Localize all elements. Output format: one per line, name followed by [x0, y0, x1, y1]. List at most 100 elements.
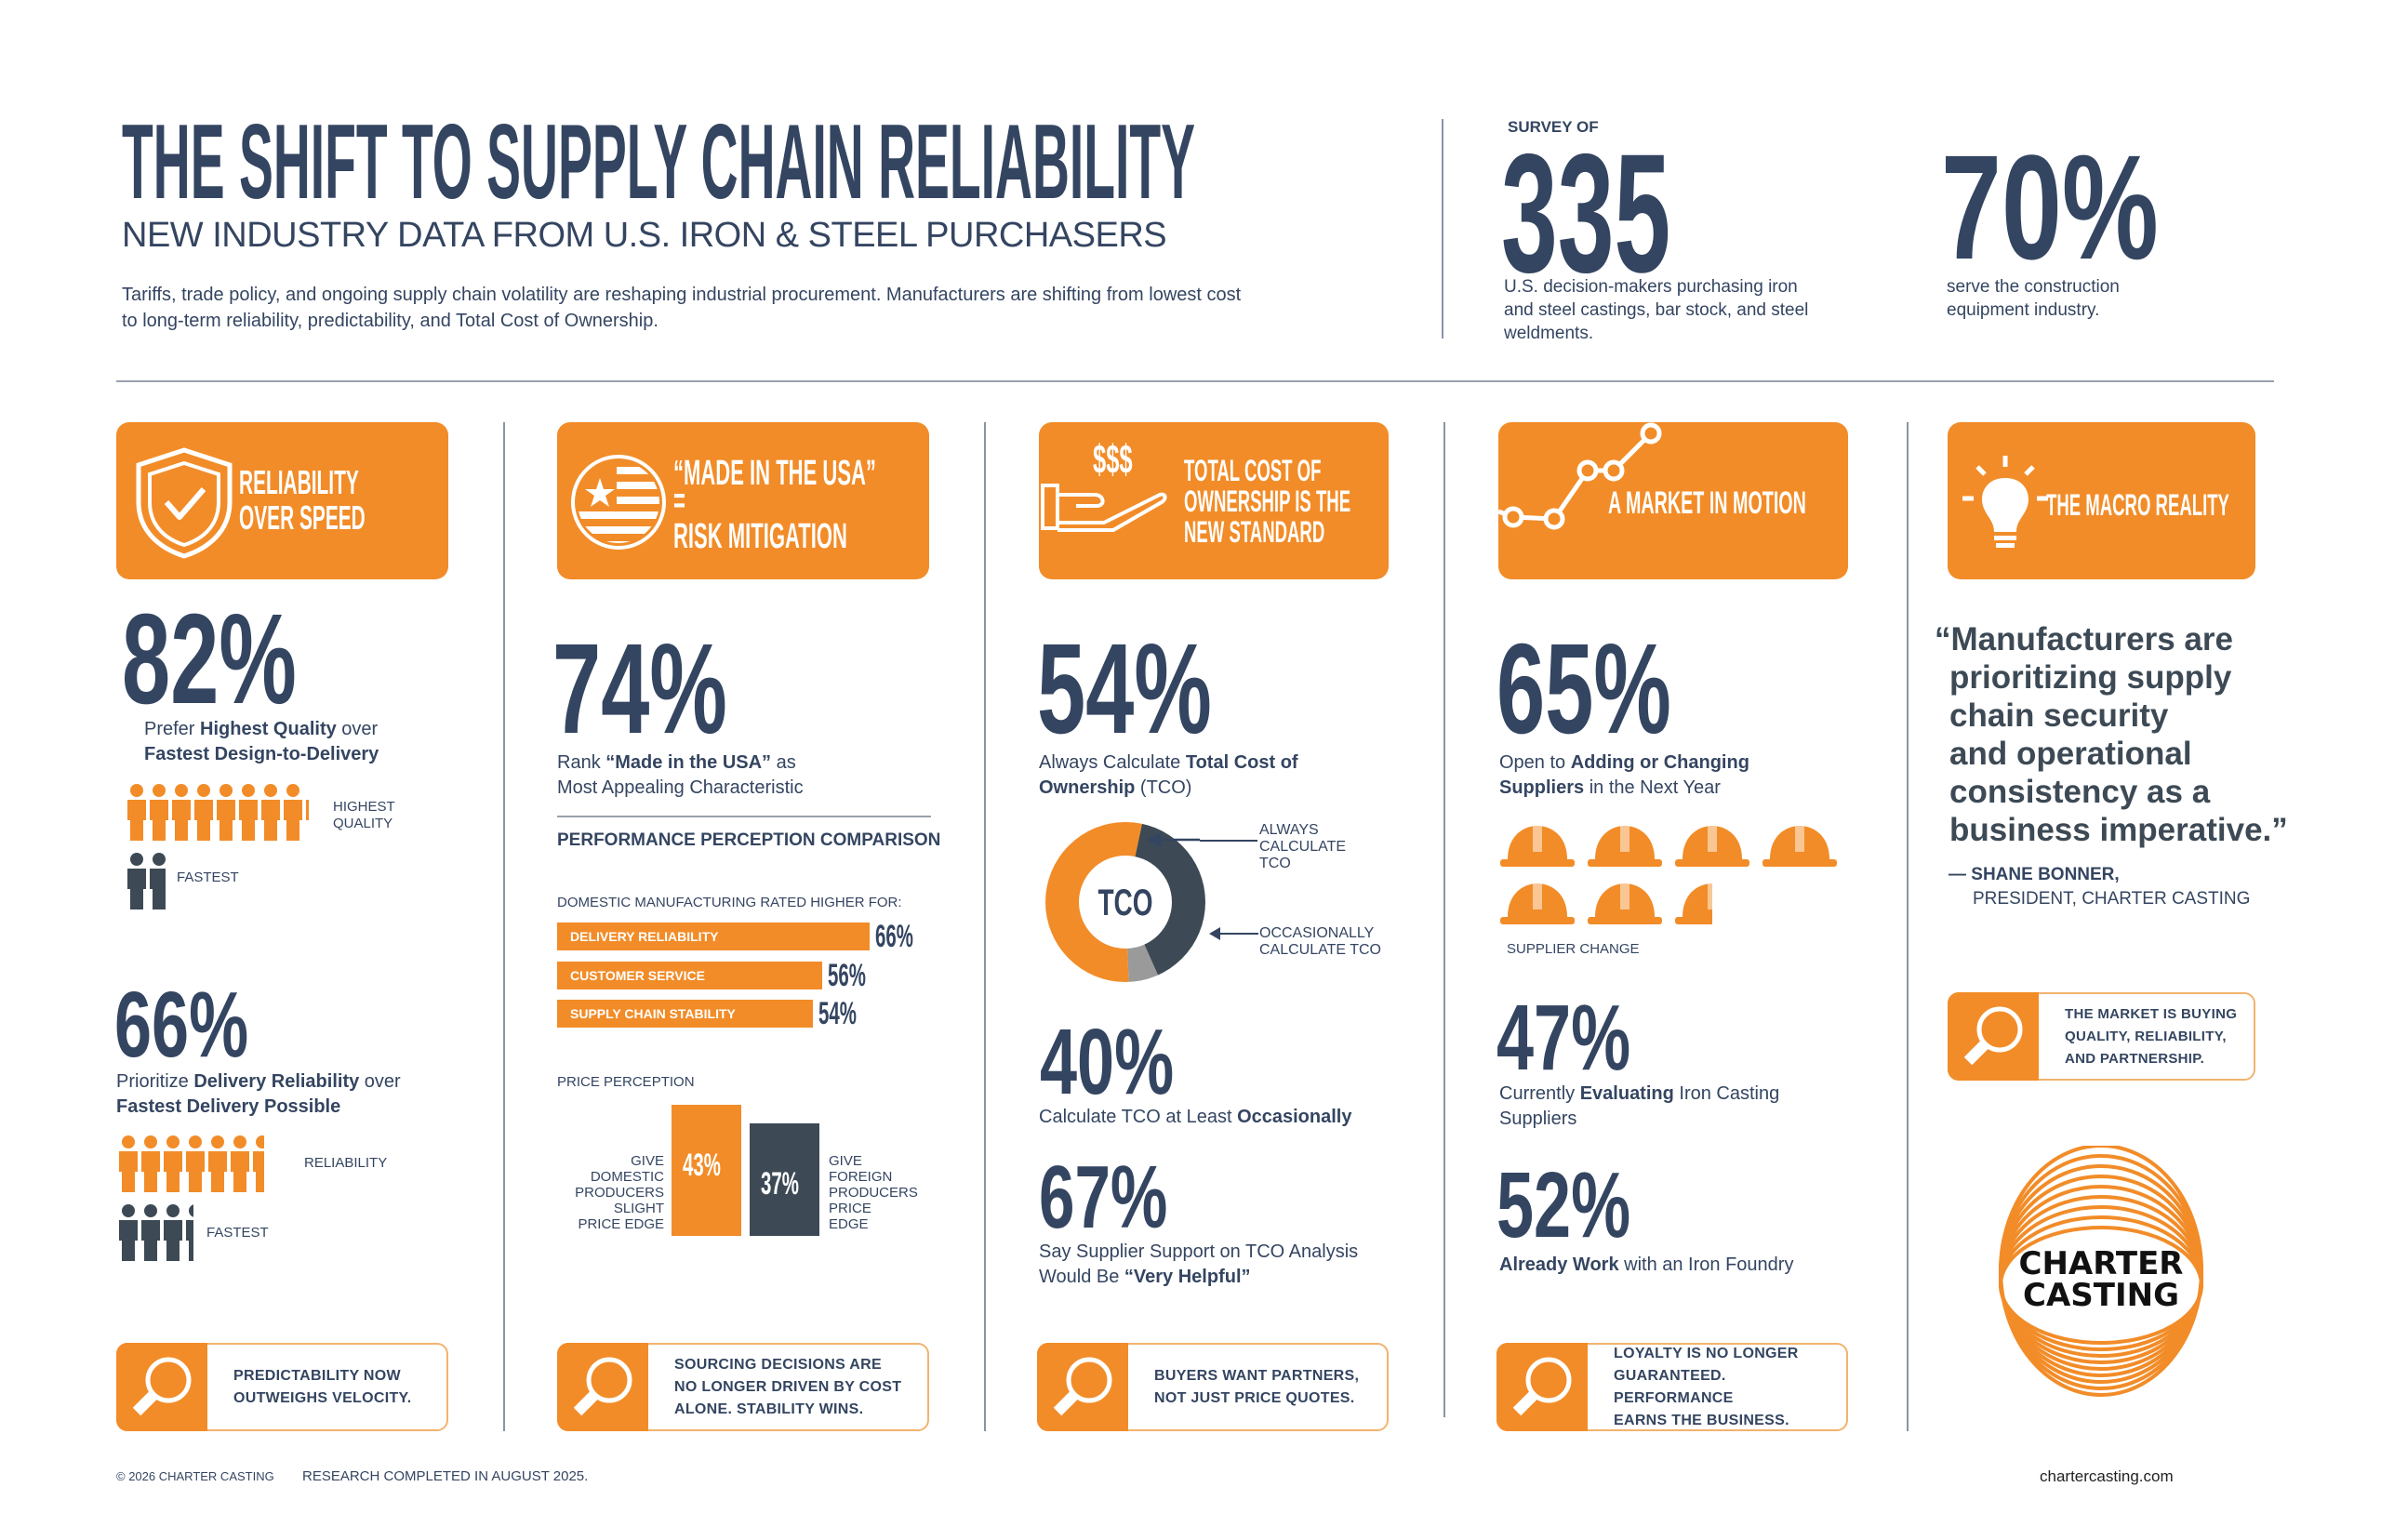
leader-line: [1214, 933, 1258, 935]
bar: DELIVERY RELIABILITY: [557, 923, 870, 950]
stat-67: 67%: [1039, 1148, 1168, 1247]
t: Evaluating: [1579, 1083, 1674, 1104]
header-title: THE MACRO REALITY: [2046, 488, 2229, 522]
helmet-icon: [1762, 822, 1837, 869]
arrow-icon: [1146, 831, 1200, 848]
stat-40: 40%: [1040, 1010, 1175, 1114]
person-icon: [150, 784, 168, 841]
person-icon: [164, 1204, 182, 1261]
t: Prefer: [144, 719, 201, 739]
t: Already Work: [1499, 1255, 1619, 1275]
intro-text: Tariffs, trade policy, and ongoing suppl…: [122, 282, 1241, 334]
author-name: — SHANE BONNER,: [1949, 865, 2120, 884]
t: GUARANTEED. PERFORMANCE: [1614, 1367, 1734, 1406]
stat-47-desc: Currently Evaluating Iron Casting Suppli…: [1499, 1082, 1779, 1132]
bar: 43%: [672, 1104, 741, 1236]
page-title: THE SHIFT TO SUPPLY CHAIN RELIABILITY: [122, 103, 1196, 221]
helmet-icon: [1675, 822, 1749, 869]
t: Suppliers: [1499, 777, 1585, 798]
header-title: A MARKET IN MOTION: [1608, 485, 1806, 521]
heading-line: RELIABILITY: [239, 463, 359, 501]
t: (TCO): [1135, 777, 1192, 798]
desc-line: weldments.: [1504, 324, 1594, 343]
heading-line: NEW STANDARD: [1184, 515, 1325, 549]
t: Prioritize: [116, 1071, 194, 1092]
t: LOYALTY IS NO LONGER: [1614, 1345, 1799, 1361]
logo-text: CHARTER: [2019, 1245, 2184, 1282]
divider: [1442, 119, 1443, 339]
column-divider: [1907, 422, 1909, 1431]
person-icon: [261, 784, 280, 841]
magnifier-icon: [557, 1343, 648, 1431]
desc-line: U.S. decision-makers purchasing iron: [1504, 277, 1798, 297]
t: Calculate TCO at Least: [1039, 1107, 1238, 1127]
desc-line: and steel castings, bar stock, and steel: [1504, 300, 1809, 320]
person-icon: [149, 853, 166, 909]
helmet-icon: [1588, 822, 1662, 869]
price-label: PRICE PERCEPTION: [557, 1074, 695, 1090]
header-title: “MADE IN THE USA” = RISK MITIGATION: [673, 454, 876, 554]
survey-count: 335: [1501, 118, 1671, 308]
logo-text: CASTING: [2023, 1277, 2179, 1314]
t: THE MARKET IS BUYING: [2065, 1005, 2238, 1022]
construction-stat: 70%: [1941, 124, 2159, 290]
website-link[interactable]: chartercasting.com: [2040, 1467, 2174, 1485]
bar: SUPPLY CHAIN STABILITY: [557, 1000, 813, 1028]
shield-check-icon: [136, 447, 233, 559]
arrow-icon: [1209, 927, 1220, 940]
callout-text: PREDICTABILITY NOW OUTWEIGHS VELOCITY.: [233, 1365, 412, 1410]
quote: “Manufacturers are prioritizing supply c…: [1935, 620, 2288, 849]
quote-line: “Manufacturers are: [1935, 621, 2233, 657]
stat-82-desc: Prefer Highest Quality over Fastest Desi…: [144, 717, 379, 767]
person-icon: [194, 784, 213, 841]
quality-people-icons: [126, 783, 310, 841]
t: Say Supplier Support on TCO Analysis: [1039, 1241, 1359, 1262]
divider: [557, 816, 931, 817]
person-icon: [127, 853, 146, 909]
t: Ownership: [1039, 777, 1136, 798]
t: Would Be: [1039, 1267, 1124, 1287]
insight-callout: BUYERS WANT PARTNERS, NOT JUST PRICE QUOT…: [1037, 1343, 1389, 1431]
people-label: FASTEST: [177, 870, 239, 885]
stat-66: 66%: [114, 973, 249, 1077]
t: CALCULATE: [1259, 839, 1347, 855]
quote-line: business imperative.”: [1949, 812, 2288, 848]
t: Fastest Delivery Possible: [116, 1096, 341, 1117]
author-title: PRESIDENT, CHARTER CASTING: [1973, 889, 2251, 909]
stat-74: 74%: [552, 617, 727, 761]
bar-label: GIVE DOMESTIC PRODUCERS SLIGHT PRICE EDGE: [575, 1153, 664, 1232]
t: SOURCING DECISIONS ARE: [674, 1356, 882, 1373]
gear-slice: [1125, 822, 1205, 982]
person-icon: [208, 1135, 227, 1192]
bar: 37%: [750, 1122, 819, 1236]
heading-line: “MADE IN THE USA”: [673, 454, 876, 493]
t: Currently: [1499, 1083, 1580, 1104]
heading-line: OVER SPEED: [239, 498, 366, 537]
stat-52: 52%: [1496, 1153, 1631, 1257]
t: NO LONGER DRIVEN BY COST: [674, 1378, 902, 1395]
person-icon: [119, 1204, 138, 1261]
helmet-icon: [1500, 880, 1575, 926]
t: HIGHEST: [333, 799, 395, 815]
person-icon: [172, 784, 191, 841]
insight-callout: LOYALTY IS NO LONGER GUARANTEED. PERFORMA…: [1496, 1343, 1848, 1431]
quote-attribution: — SHANE BONNER, PRESIDENT, CHARTER CASTI…: [1949, 863, 2250, 911]
person-icon: [141, 1135, 160, 1192]
t: BUYERS WANT PARTNERS,: [1154, 1367, 1360, 1384]
t: Iron Casting: [1673, 1083, 1780, 1104]
person-icon: [217, 784, 235, 841]
person-icon: [164, 1135, 182, 1192]
survey-desc: U.S. decision-makers purchasing iron and…: [1504, 275, 1808, 345]
stat-82: 82%: [122, 588, 297, 731]
header-box-market: A MARKET IN MOTION: [1498, 422, 1848, 579]
t: Open to: [1499, 752, 1571, 773]
people-label: FASTEST: [206, 1225, 269, 1241]
header-title: TOTAL COST OF OWNERSHIP IS THE NEW STANDAR…: [1184, 456, 1350, 548]
callout-text: SOURCING DECISIONS ARE NO LONGER DRIVEN B…: [674, 1354, 901, 1421]
t: Occasionally: [1237, 1107, 1352, 1127]
t: ALWAYS: [1259, 822, 1319, 838]
quote-line: prioritizing supply: [1949, 659, 2232, 696]
stat-40-desc: Calculate TCO at Least Occasionally: [1039, 1105, 1351, 1130]
t: over: [359, 1071, 401, 1092]
t: EARNS THE BUSINESS.: [1614, 1412, 1789, 1428]
